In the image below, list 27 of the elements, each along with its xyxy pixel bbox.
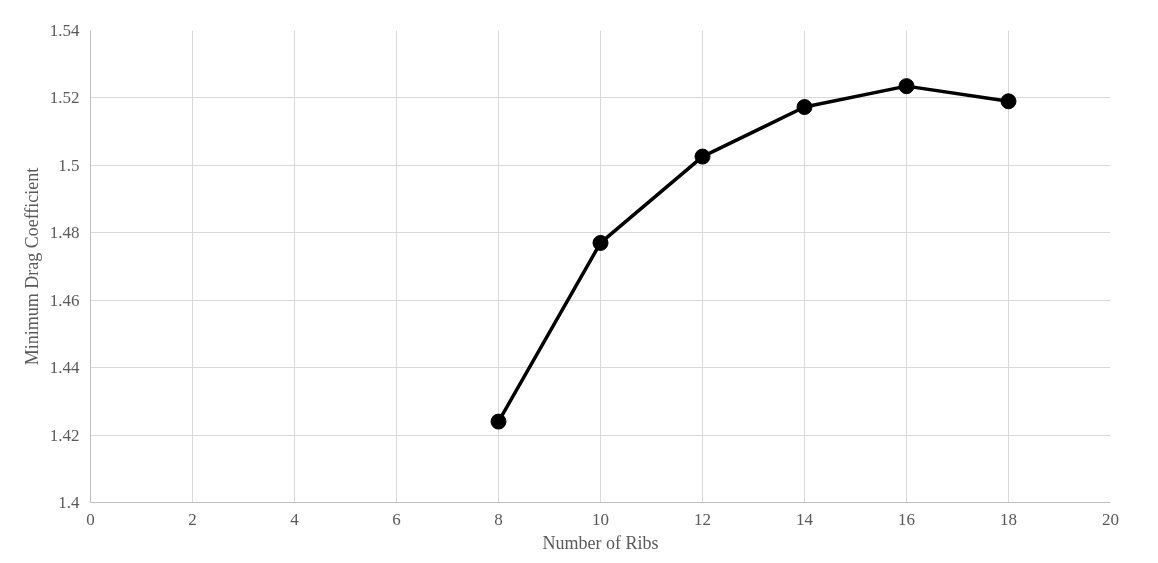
- point: [796, 99, 813, 116]
- y-tick-label: 1.42: [49, 425, 80, 445]
- x-tick-label: 6: [392, 509, 401, 529]
- point: [898, 78, 915, 95]
- x-tick-label: 16: [898, 509, 915, 529]
- y-axis-title: Minimum Drag Coefficient: [21, 167, 42, 366]
- y-tick-label: 1.4: [58, 493, 80, 512]
- y-tick-label: 1.54: [49, 21, 80, 40]
- y-tick-label: 1.48: [49, 223, 80, 243]
- y-tick-label: 1.52: [49, 88, 80, 108]
- x-tick-label: 2: [188, 509, 197, 529]
- x-tick-label: 10: [592, 509, 609, 529]
- x-tick-label: 14: [796, 509, 814, 529]
- x-axis-title: Number of Ribs: [542, 532, 659, 553]
- point: [490, 413, 507, 430]
- x-tick-label: 12: [694, 509, 711, 529]
- x-tick-label: 18: [1000, 509, 1017, 529]
- y-tick-label: 1.44: [49, 358, 80, 378]
- point: [694, 148, 711, 165]
- y-tick-label: 1.46: [49, 290, 80, 310]
- x-tick-label: 0: [86, 509, 95, 529]
- x-tick-label: 4: [290, 509, 300, 529]
- x-tick-label: 20: [1102, 509, 1119, 529]
- point: [1000, 93, 1017, 110]
- y-tick-label: 1.5: [58, 155, 80, 175]
- x-tick-label: 8: [494, 509, 503, 529]
- point: [592, 234, 609, 251]
